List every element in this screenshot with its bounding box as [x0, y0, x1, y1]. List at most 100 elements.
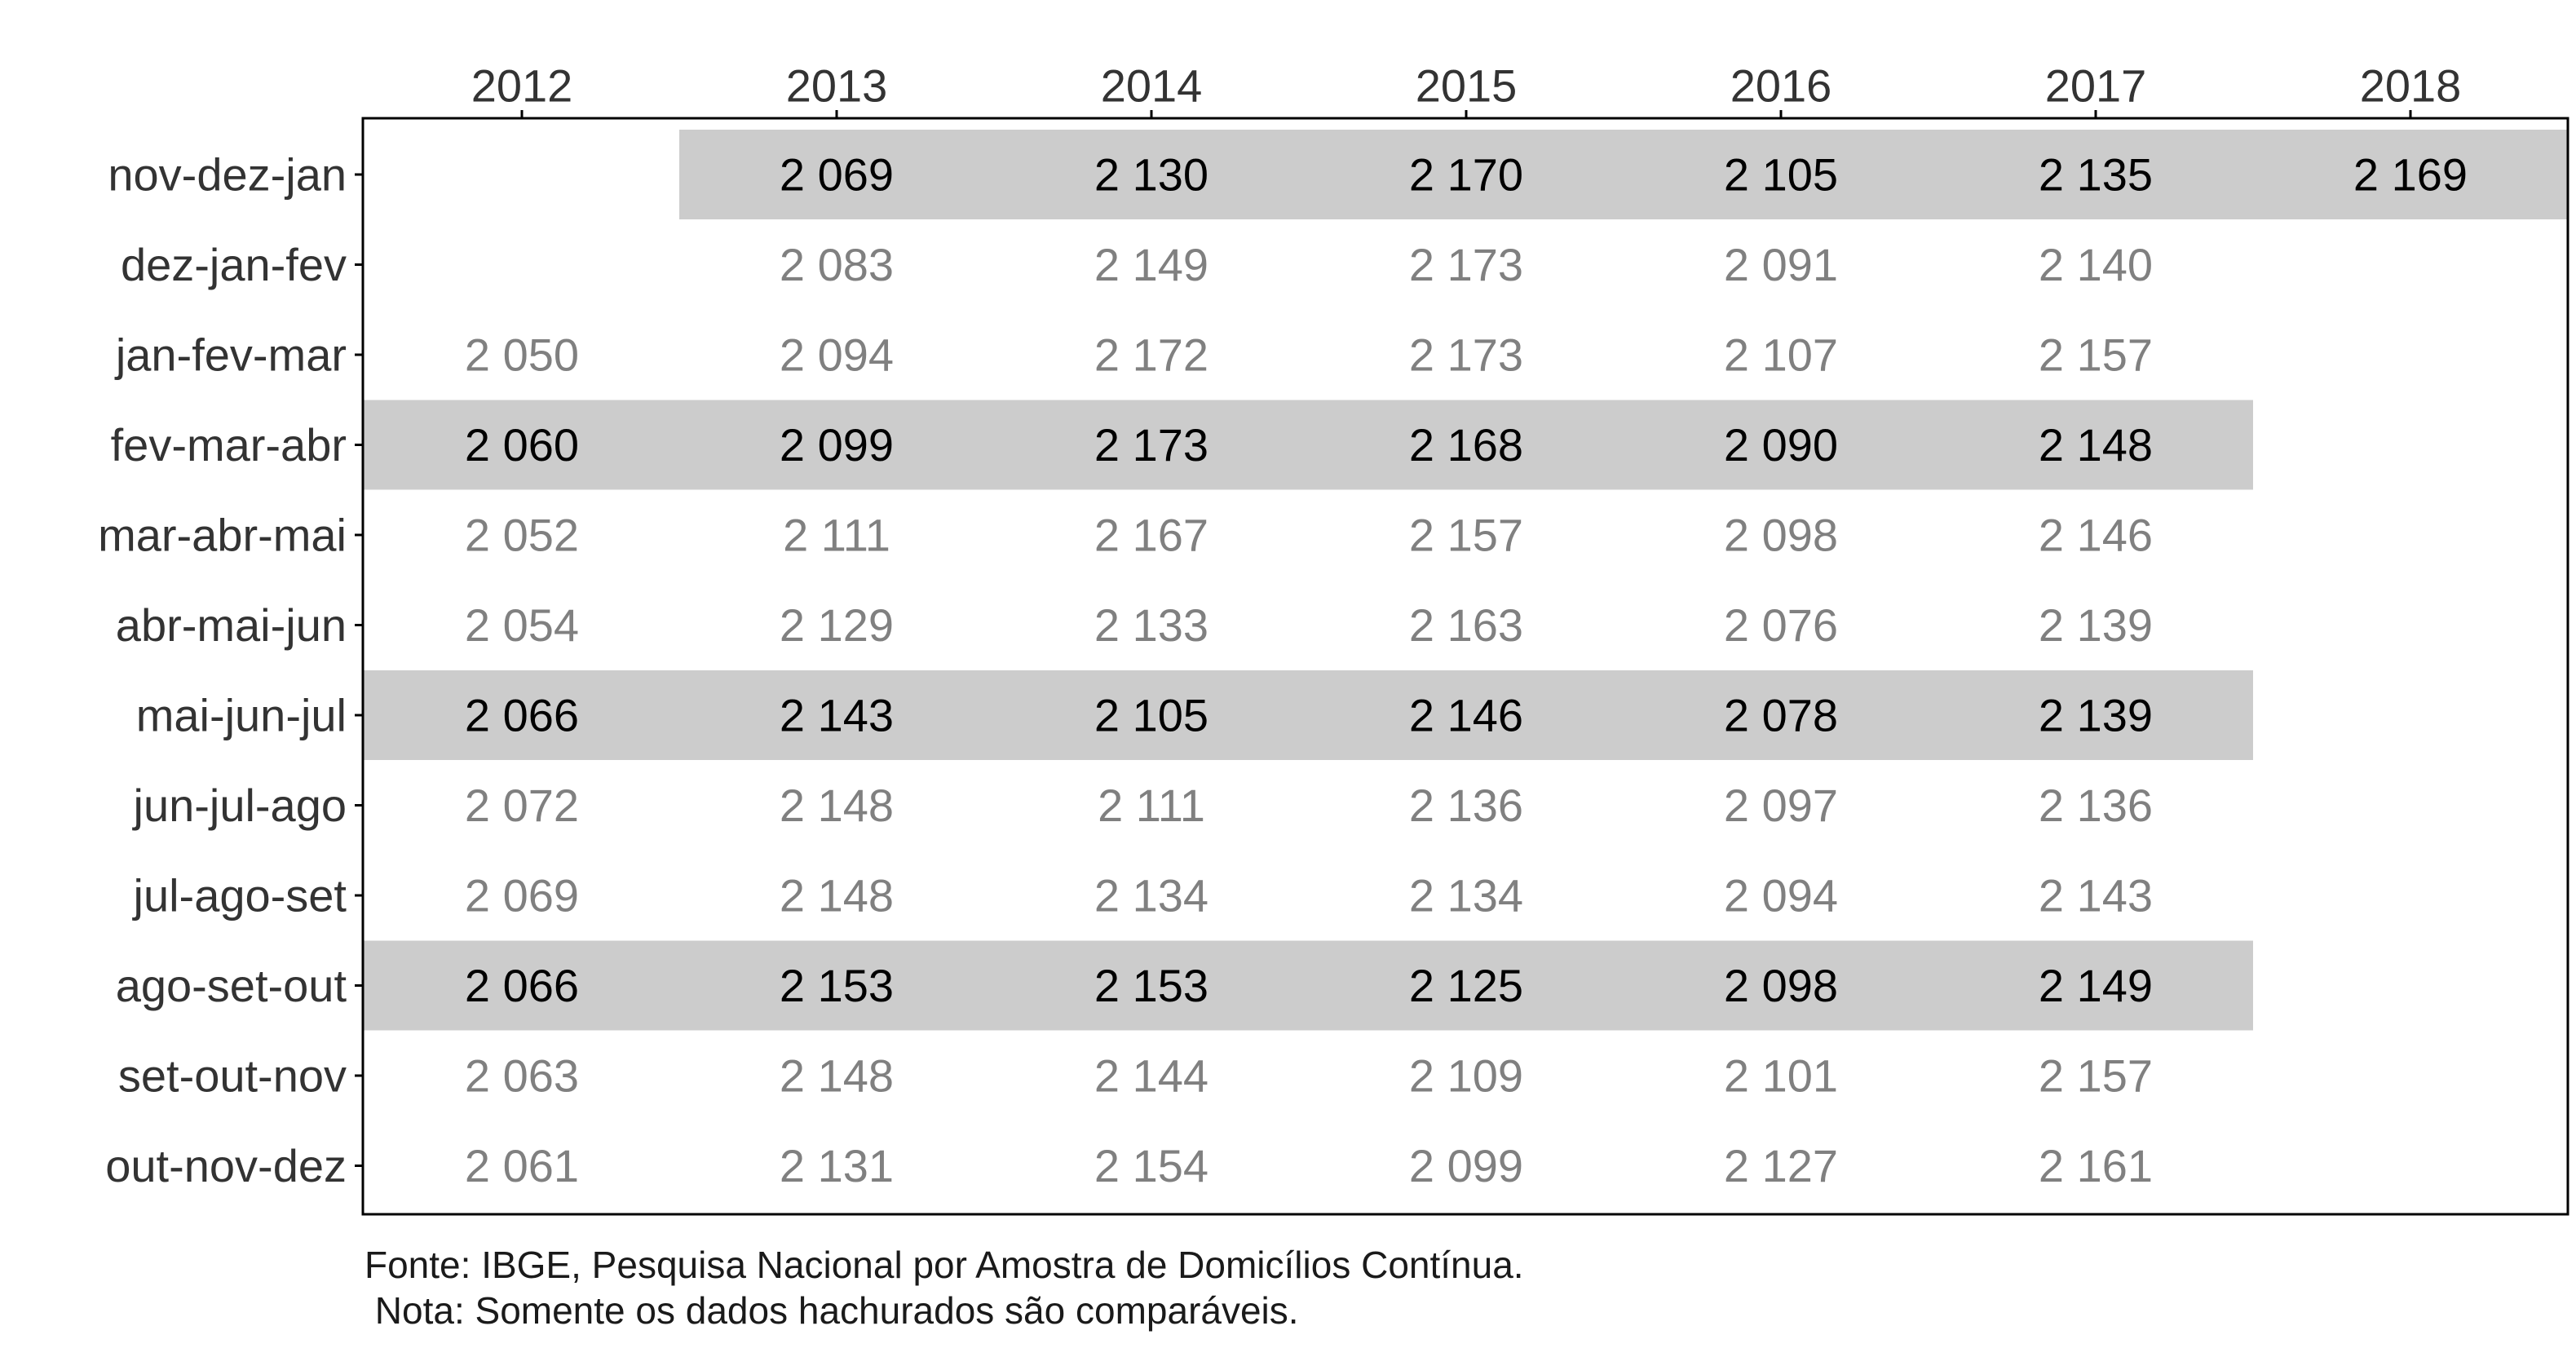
row-label-set-out-nov: set-out-nov [118, 1050, 347, 1102]
cell-value: 2 173 [1094, 419, 1208, 471]
cell-value: 2 149 [1094, 239, 1208, 290]
cell-value: 2 134 [1409, 870, 1523, 922]
cell-value: 2 066 [465, 960, 579, 1011]
comparability-note: Nota: Somente os dados hachurados são co… [365, 1289, 1299, 1332]
cell-value: 2 168 [1409, 419, 1523, 471]
highlight-bands [363, 130, 2568, 1031]
cell-value: 2 136 [1409, 780, 1523, 831]
row-labels: nov-dez-jan dez-jan-fev jan-fev-mar fev-mar… [98, 149, 363, 1191]
cell-value: 2 125 [1409, 960, 1523, 1011]
cell-value: 2 090 [1724, 419, 1838, 471]
panel-border [361, 117, 2569, 1216]
cell-value: 2 091 [1724, 239, 1838, 290]
cell-value: 2 157 [1409, 510, 1523, 561]
cell-value: 2 139 [2039, 690, 2153, 741]
cell-value: 2 111 [783, 510, 890, 561]
row-label-abr-mai-jun: abr-mai-jun [116, 599, 347, 651]
cell-value: 2 144 [1094, 1050, 1208, 1102]
cell-value: 2 130 [1094, 149, 1208, 201]
row-label-mar-abr-mai: mar-abr-mai [98, 510, 347, 561]
cell-value: 2 105 [1094, 690, 1208, 741]
cell-value: 2 148 [780, 1050, 894, 1102]
cell-value: 2 078 [1724, 690, 1838, 741]
cell-value: 2 072 [465, 780, 579, 831]
cell-value: 2 098 [1724, 510, 1838, 561]
row-label-dez-jan-fev: dez-jan-fev [121, 239, 347, 290]
cell-value: 2 154 [1094, 1140, 1208, 1191]
cell-value: 2 143 [2039, 870, 2153, 922]
cell-value: 2 111 [1098, 780, 1205, 831]
column-label-2015: 2015 [1416, 60, 1518, 112]
cell-value: 2 161 [2039, 1140, 2153, 1191]
row-label-fev-mar-abr: fev-mar-abr [111, 419, 347, 471]
cell-value: 2 094 [1724, 870, 1838, 922]
row-label-mai-jun-jul: mai-jun-jul [136, 690, 347, 741]
cell-value: 2 061 [465, 1140, 579, 1191]
cell-value: 2 146 [1409, 690, 1523, 741]
cell-value: 2 052 [465, 510, 579, 561]
cell-value: 2 135 [2039, 149, 2153, 201]
cell-value: 2 148 [2039, 419, 2153, 471]
cell-value: 2 131 [780, 1140, 894, 1191]
column-label-2013: 2013 [786, 60, 888, 112]
column-labels: 2012 2013 2014 2015 2016 2017 2018 [471, 60, 2462, 118]
cell-value: 2 060 [465, 419, 579, 471]
cell-value: 2 105 [1724, 149, 1838, 201]
cell-value: 2 146 [2039, 510, 2153, 561]
cell-values: 2 069 2 130 2 170 2 105 2 135 2 169 2 083 2 149… [465, 149, 2468, 1192]
highlight-band-nov-dez-jan [679, 130, 2568, 219]
cell-value: 2 149 [2039, 960, 2153, 1011]
cell-value: 2 094 [780, 329, 894, 381]
cell-value: 2 167 [1094, 510, 1208, 561]
cell-value: 2 170 [1409, 149, 1523, 201]
cell-value: 2 140 [2039, 239, 2153, 290]
row-label-out-nov-dez: out-nov-dez [105, 1140, 347, 1191]
cell-value: 2 139 [2039, 599, 2153, 651]
cell-value: 2 101 [1724, 1050, 1838, 1102]
row-label-jul-ago-set: jul-ago-set [132, 870, 347, 922]
cell-value: 2 148 [780, 780, 894, 831]
cell-value: 2 173 [1409, 239, 1523, 290]
column-label-2016: 2016 [1730, 60, 1832, 112]
column-label-2014: 2014 [1101, 60, 1203, 112]
cell-value: 2 148 [780, 870, 894, 922]
cell-value: 2 063 [465, 1050, 579, 1102]
highlight-band-fev-mar-abr [363, 400, 2253, 490]
cell-value: 2 143 [780, 690, 894, 741]
cell-value: 2 129 [780, 599, 894, 651]
cell-value: 2 157 [2039, 1050, 2153, 1102]
cell-value: 2 069 [465, 870, 579, 922]
cell-value: 2 097 [1724, 780, 1838, 831]
cell-value: 2 099 [1409, 1140, 1523, 1191]
cell-value: 2 133 [1094, 599, 1208, 651]
cell-value: 2 107 [1724, 329, 1838, 381]
cell-value: 2 136 [2039, 780, 2153, 831]
column-label-2018: 2018 [2360, 60, 2462, 112]
cell-value: 2 083 [780, 239, 894, 290]
cell-value: 2 173 [1409, 329, 1523, 381]
cell-value: 2 157 [2039, 329, 2153, 381]
cell-value: 2 127 [1724, 1140, 1838, 1191]
cell-value: 2 076 [1724, 599, 1838, 651]
cell-value: 2 172 [1094, 329, 1208, 381]
cell-value: 2 054 [465, 599, 579, 651]
row-label-jan-fev-mar: jan-fev-mar [114, 329, 347, 381]
cell-value: 2 153 [1094, 960, 1208, 1011]
cell-value: 2 163 [1409, 599, 1523, 651]
cell-value: 2 066 [465, 690, 579, 741]
cell-value: 2 134 [1094, 870, 1208, 922]
row-label-jun-jul-ago: jun-jul-ago [132, 780, 347, 831]
column-label-2017: 2017 [2045, 60, 2147, 112]
cell-value: 2 050 [465, 329, 579, 381]
cell-value: 2 109 [1409, 1050, 1523, 1102]
highlight-band-ago-set-out [363, 940, 2253, 1031]
row-label-nov-dez-jan: nov-dez-jan [108, 149, 347, 201]
cell-value: 2 153 [780, 960, 894, 1011]
cell-value: 2 099 [780, 419, 894, 471]
cell-value: 2 069 [780, 149, 894, 201]
row-label-ago-set-out: ago-set-out [116, 960, 347, 1011]
source-note: Fonte: IBGE, Pesquisa Nacional por Amost… [365, 1244, 1524, 1286]
highlight-band-mai-jun-jul [363, 670, 2253, 760]
column-label-2012: 2012 [471, 60, 573, 112]
